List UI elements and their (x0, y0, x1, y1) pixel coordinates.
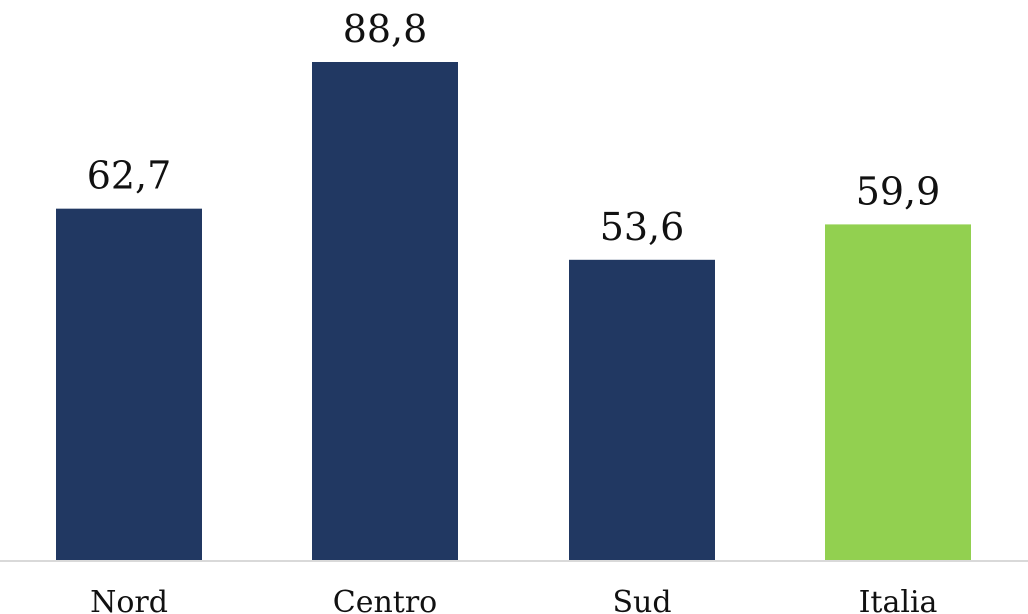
bars-group (56, 62, 971, 562)
category-label-centro: Centro (333, 585, 438, 614)
category-label-sud: Sud (612, 585, 671, 614)
bar-italia (825, 224, 971, 561)
bar-sud (569, 259, 715, 561)
value-labels-group: 62,7 88,8 53,6 59,9 (87, 7, 941, 249)
value-label-sud: 53,6 (600, 205, 685, 249)
value-label-italia: 59,9 (856, 169, 941, 213)
category-label-nord: Nord (90, 585, 168, 614)
bar-nord (56, 208, 202, 562)
value-label-nord: 62,7 (87, 154, 172, 198)
category-label-italia: Italia (859, 585, 938, 614)
bar-centro (312, 62, 458, 561)
value-label-centro: 88,8 (343, 7, 428, 51)
category-labels-group: Nord Centro Sud Italia (90, 585, 937, 614)
